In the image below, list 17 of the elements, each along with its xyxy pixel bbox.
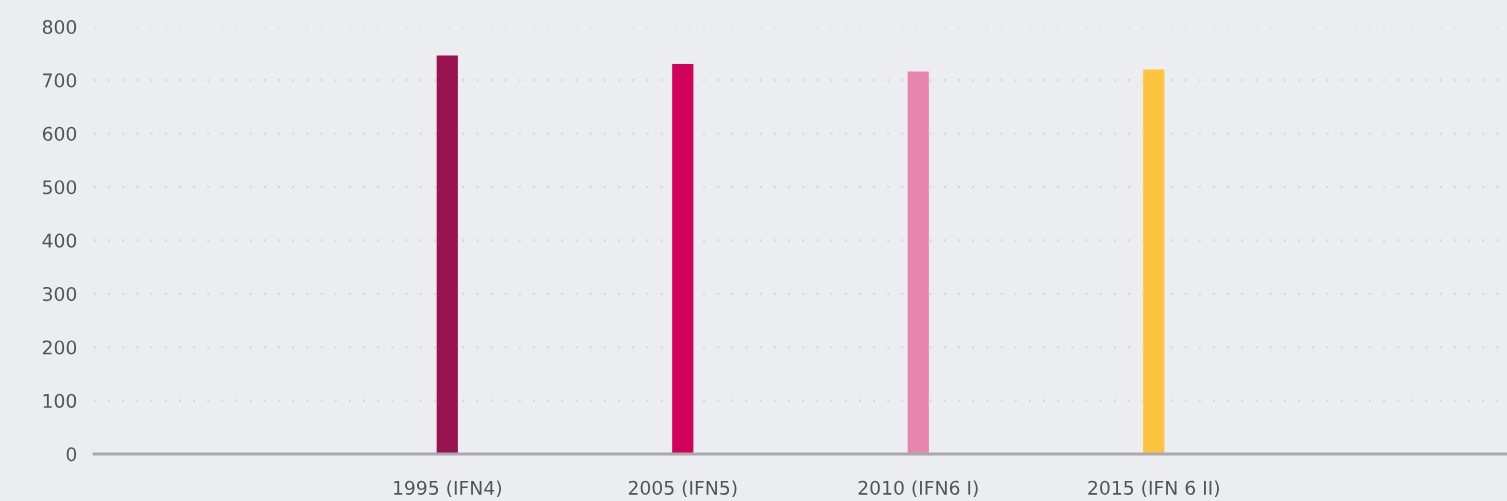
x-tick-label: 1995 (IFN4)	[394, 480, 501, 498]
y-tick-label: 0	[66, 447, 77, 462]
bar	[907, 71, 929, 455]
y-tick-label: 500	[43, 180, 77, 195]
x-tick-label: 2010 (IFN6 I)	[858, 480, 978, 498]
y-tick-label: 600	[42, 126, 77, 141]
x-tick-label: 2005 (IFN5)	[628, 480, 737, 498]
y-tick-label: 100	[43, 393, 77, 408]
y-tick-label: 200	[42, 340, 77, 355]
x-tick-label: 2015 (IFN 6 II)	[1088, 480, 1219, 498]
y-tick-label: 700	[43, 73, 77, 88]
bar	[672, 64, 694, 455]
y-tick-label: 300	[43, 286, 77, 302]
bar	[436, 55, 458, 455]
bar	[1143, 69, 1165, 455]
y-tick-label: 800	[42, 19, 77, 35]
y-tick-label: 400	[42, 233, 77, 248]
